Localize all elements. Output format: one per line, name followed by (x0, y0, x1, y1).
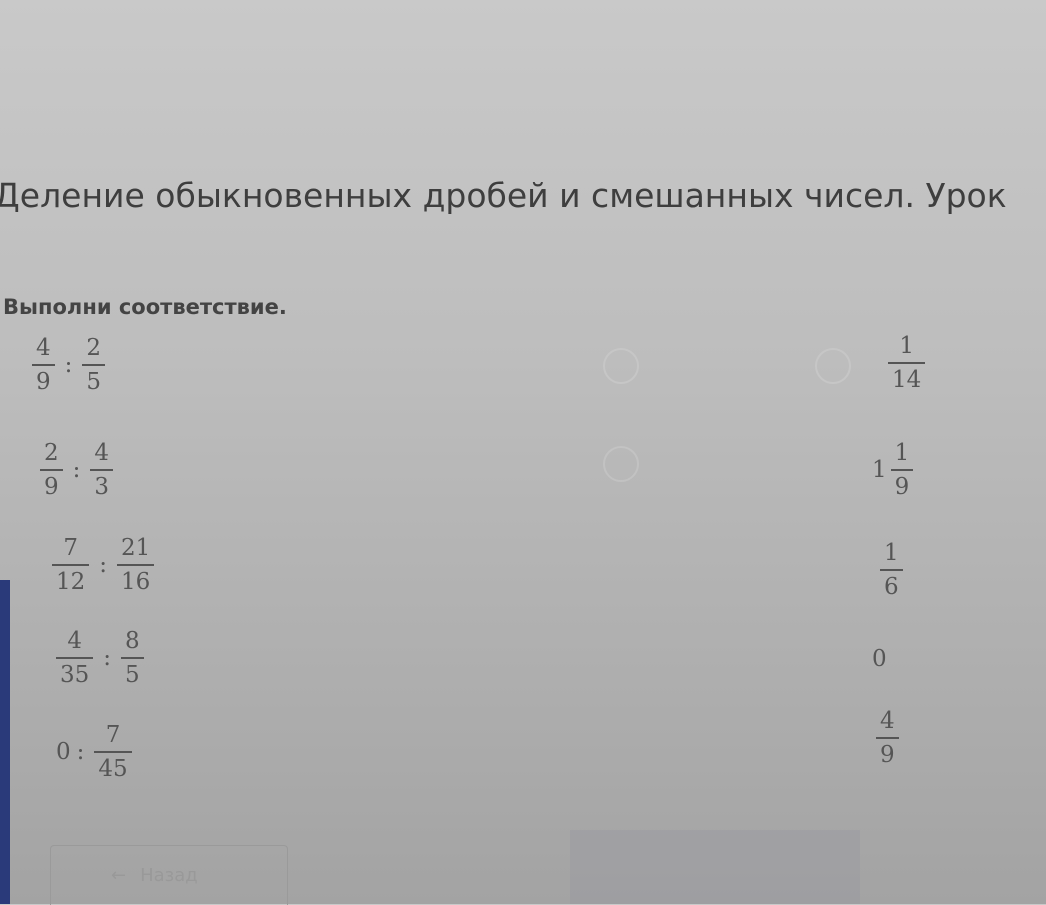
denominator: 14 (888, 362, 926, 393)
drop-slot[interactable] (603, 348, 639, 384)
numerator: 4 (36, 335, 51, 361)
denominator: 9 (876, 737, 899, 768)
drop-slot[interactable] (815, 348, 851, 384)
denominator: 3 (90, 469, 114, 500)
division-operator: : (99, 552, 108, 578)
denominator: 5 (82, 364, 106, 395)
whole-part: 1 (872, 457, 887, 483)
answer-item[interactable]: 0 (872, 646, 887, 672)
mixed-number: 4 35 (52, 628, 97, 688)
numerator: 4 (880, 708, 895, 734)
division-operator: : (72, 457, 81, 483)
numerator: 2 (44, 440, 59, 466)
answer-item[interactable]: 1 14 (884, 333, 929, 393)
numerator: 4 (94, 440, 110, 466)
numerator: 2 (86, 335, 102, 361)
expression-item[interactable]: 4 35:8 5 (52, 628, 148, 688)
denominator: 9 (890, 469, 914, 500)
arrow-left-icon: ← (111, 865, 127, 886)
denominator: 45 (94, 751, 132, 782)
denominator: 6 (880, 569, 903, 600)
fraction: 4 35 (56, 628, 94, 688)
mixed-number: 7 12 (48, 535, 93, 595)
denominator: 9 (32, 364, 55, 395)
numerator: 1 (899, 333, 914, 359)
fraction: 21 16 (117, 535, 155, 595)
side-accent-bar (0, 580, 10, 904)
fraction: 7 12 (52, 535, 90, 595)
denominator: 5 (121, 657, 144, 688)
numerator: 8 (125, 628, 140, 654)
whole-number: 0 (872, 646, 887, 672)
expression-item[interactable]: 7 12:21 16 (48, 535, 158, 595)
whole-number: 0 (56, 739, 71, 765)
mixed-number: 1 14 (884, 333, 929, 393)
division-operator: : (103, 645, 112, 671)
division-operator: : (76, 739, 85, 765)
fraction: 7 45 (94, 722, 132, 782)
numerator: 21 (121, 535, 151, 561)
expression-item[interactable]: 0:7 45 (56, 722, 136, 782)
drop-slot[interactable] (603, 446, 639, 482)
back-button-label: Назад (140, 865, 198, 886)
next-button-area[interactable] (570, 830, 860, 904)
fraction: 1 14 (888, 333, 926, 393)
denominator: 9 (40, 469, 63, 500)
mixed-number: 21 16 (113, 535, 158, 595)
denominator: 12 (52, 564, 90, 595)
task-instruction: Выполни соответствие. (3, 295, 287, 319)
numerator: 7 (105, 722, 121, 748)
denominator: 35 (56, 657, 94, 688)
numerator: 7 (63, 535, 78, 561)
lesson-title: Деление обыкновенных дробей и смешанных … (0, 176, 1007, 215)
numerator: 4 (67, 628, 82, 654)
mixed-number: 7 45 (90, 722, 135, 782)
division-operator: : (64, 352, 73, 378)
numerator: 1 (894, 440, 910, 466)
numerator: 1 (884, 540, 899, 566)
denominator: 16 (117, 564, 155, 595)
back-button[interactable]: ← Назад (50, 845, 288, 905)
